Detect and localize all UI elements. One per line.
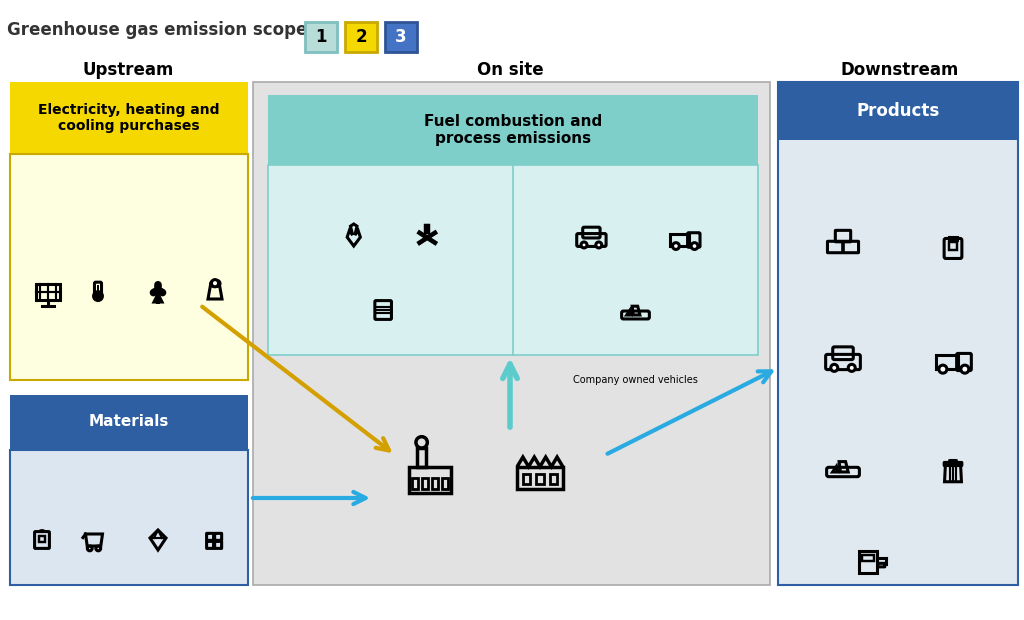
Circle shape [157,288,160,291]
FancyBboxPatch shape [345,22,377,52]
Circle shape [214,280,220,286]
Circle shape [939,365,947,373]
Bar [537,474,544,484]
Circle shape [581,242,587,248]
Bar [97,285,99,291]
Bar [441,478,447,489]
Circle shape [93,291,102,301]
Bar [432,478,438,489]
Bar [670,234,689,246]
FancyBboxPatch shape [305,22,337,52]
Bar [39,536,45,542]
Circle shape [691,242,698,249]
Text: 2: 2 [355,28,367,46]
Text: On site: On site [477,61,544,79]
Bar [413,478,419,489]
Text: 3: 3 [395,28,407,46]
Bar [861,556,874,561]
Circle shape [830,365,838,371]
Text: Greenhouse gas emission scopes:: Greenhouse gas emission scopes: [7,21,324,39]
Text: Materials: Materials [89,415,169,430]
Circle shape [848,365,855,371]
Text: 1: 1 [315,28,327,46]
Bar [949,242,957,250]
FancyBboxPatch shape [385,22,417,52]
Text: Products: Products [856,102,940,120]
Bar [936,355,958,369]
Bar [949,237,956,240]
Bar [36,284,60,300]
Bar [268,165,758,355]
Bar [268,95,758,165]
Circle shape [961,365,969,373]
Bar [253,82,770,585]
Bar [418,448,426,467]
Circle shape [673,242,679,249]
Bar [778,82,1018,585]
Bar [422,478,428,489]
Text: Downstream: Downstream [841,61,959,79]
Bar [10,82,248,154]
Text: Electricity, heating and
cooling purchases: Electricity, heating and cooling purchas… [38,103,220,133]
Bar [859,551,878,573]
Bar [10,395,248,450]
Circle shape [596,242,602,248]
Text: Upstream: Upstream [82,61,174,79]
Bar [10,450,248,585]
Bar [550,474,557,484]
Text: Fuel combustion and
process emissions: Fuel combustion and process emissions [424,114,602,146]
Bar [522,474,530,484]
Circle shape [211,280,218,287]
Text: Company owned vehicles: Company owned vehicles [573,375,698,385]
Bar [10,154,248,380]
Bar [410,467,451,494]
Bar [517,467,563,489]
Bar [778,82,1018,140]
Circle shape [211,281,215,286]
